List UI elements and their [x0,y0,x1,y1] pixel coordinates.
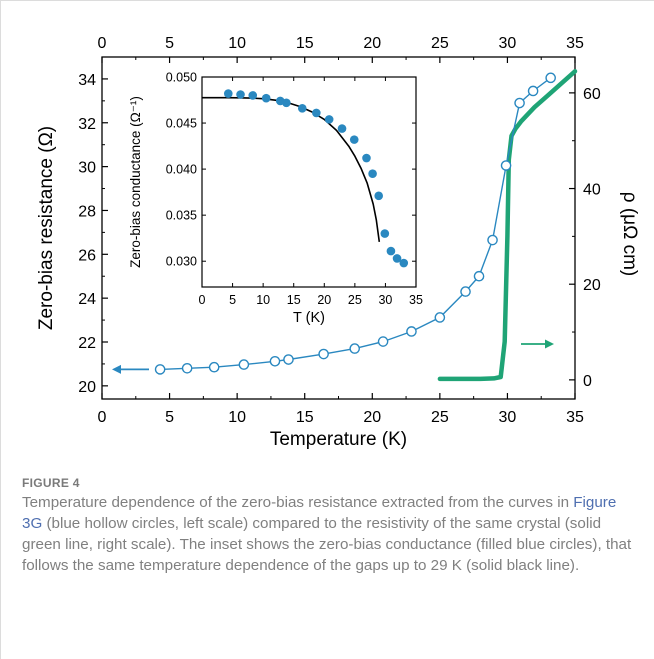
inset-x-tick-label: 35 [409,293,423,307]
resistance-point [434,312,446,323]
resistance-point [208,361,220,373]
inset-frame [201,76,417,288]
inset-conductance-point [236,90,245,99]
x-tick-label-top: 10 [228,35,246,52]
inset-conductance-point [386,246,396,256]
figure-caption: Temperature dependence of the zero-bias … [22,492,632,576]
resistivity-series-line [437,69,578,382]
left-scale-arrow-head [112,364,121,374]
inset-conductance-point [392,254,402,263]
figure-3g-link[interactable]: Figure 3G [22,494,617,532]
inset-x-tick-label: 5 [229,293,236,307]
x-tick-label-bottom: 35 [566,409,584,426]
x-tick-label-top: 30 [499,35,517,52]
left-border [0,0,1,659]
resistance-point [283,354,294,365]
resistance-point [181,363,193,374]
resistance-point [514,97,525,109]
resistance-point [238,359,250,370]
y-tick-label-right: 20 [583,277,601,294]
inset-x-tick-label: 15 [287,293,301,307]
resistance-point [269,355,281,367]
resistance-point [349,343,361,354]
inset-conductance-point [362,153,371,163]
x-tick-label-bottom: 10 [228,409,246,426]
inset-y-tick-label: 0.050 [166,71,197,85]
x-tick-label-bottom: 5 [165,409,174,426]
y-tick-label-left: 26 [78,247,96,264]
top-border [0,0,654,1]
inset-x-tick-label: 25 [348,293,362,307]
inset-conductance-point [324,115,334,124]
inset-x-tick-label: 30 [378,293,392,307]
inset-conductance-point [248,91,258,100]
inset-x-tick-label: 0 [199,293,206,307]
x-axis-label: Temperature (K) [270,429,407,450]
resistance-point [527,85,539,97]
inset-conductance-point [312,108,321,118]
resistance-point [154,364,166,375]
figure-caption-block: FIGURE 4 Temperature dependence of the z… [22,476,632,576]
x-tick-label-bottom: 20 [363,409,381,426]
inset-y-tick-label: 0.030 [166,255,197,269]
resistance-point [460,286,471,297]
inset-conductance-point [297,104,307,113]
x-tick-label-bottom: 15 [296,409,314,426]
inset-y-tick-label: 0.035 [166,209,197,223]
inset-y-axis-label: Zero-bias conductance (Ω⁻¹) [128,96,143,268]
inset-conductance-point [337,124,347,133]
inset-conductance-point [374,191,384,201]
x-tick-label-top: 20 [363,35,381,52]
figure-label: FIGURE 4 [22,476,80,490]
y-tick-label-left: 32 [78,116,96,133]
y-tick-label-left: 24 [78,291,96,308]
inset-conductance-point [349,135,359,144]
resistance-point [318,348,329,360]
inset-y-tick-label: 0.040 [166,163,197,177]
inset-x-tick-label: 20 [317,293,331,307]
resistance-point [377,336,389,347]
inset-x-tick-label: 10 [256,293,270,307]
y-tick-label-right: 40 [583,182,601,199]
x-tick-label-bottom: 0 [98,409,107,426]
resistance-point [406,326,417,337]
y-tick-label-right: 0 [583,373,592,390]
resistance-point [500,160,512,171]
y-tick-label-left: 30 [78,160,96,177]
inset-conductance-point [223,89,233,98]
y-tick-label-left: 34 [78,72,96,89]
caption-text-start: Temperature dependence of the zero-bias … [22,494,574,511]
resistance-point [487,234,498,246]
x-tick-label-top: 15 [296,35,314,52]
main-chart: 0 5 10 15 20 25 30 35 0 5 10 15 20 25 30 35 20 22 24 26 28 30… [36,35,640,450]
inset-y-tick-label: 0.045 [166,117,197,131]
x-tick-label-top: 25 [431,35,449,52]
x-tick-label-top: 0 [98,35,107,52]
x-tick-label-bottom: 30 [499,409,517,426]
resistance-point [473,270,485,282]
y-axis-label-left: Zero-bias resistance (Ω) [36,126,57,330]
inset-conductance-point [399,258,409,268]
resistance-point [545,72,556,84]
y-axis-label-right: ρ (μΩ cm) [619,192,640,277]
caption-text-end: (blue hollow circles, left scale) compar… [22,515,632,574]
y-tick-label-left: 22 [78,335,96,352]
inset-conductance-point [368,169,377,179]
inset-conductance-point [380,229,390,238]
y-tick-label-left: 20 [78,379,96,396]
inset-conductance-point [261,93,271,103]
inset-x-axis-label: T (K) [293,310,325,326]
x-tick-label-top: 5 [165,35,174,52]
y-tick-label-left: 28 [78,203,96,220]
right-scale-arrow-head [545,339,554,349]
inset-conductance-point [282,98,291,108]
x-tick-label-top: 35 [566,35,584,52]
x-tick-label-bottom: 25 [431,409,449,426]
y-tick-label-right: 60 [583,86,601,103]
